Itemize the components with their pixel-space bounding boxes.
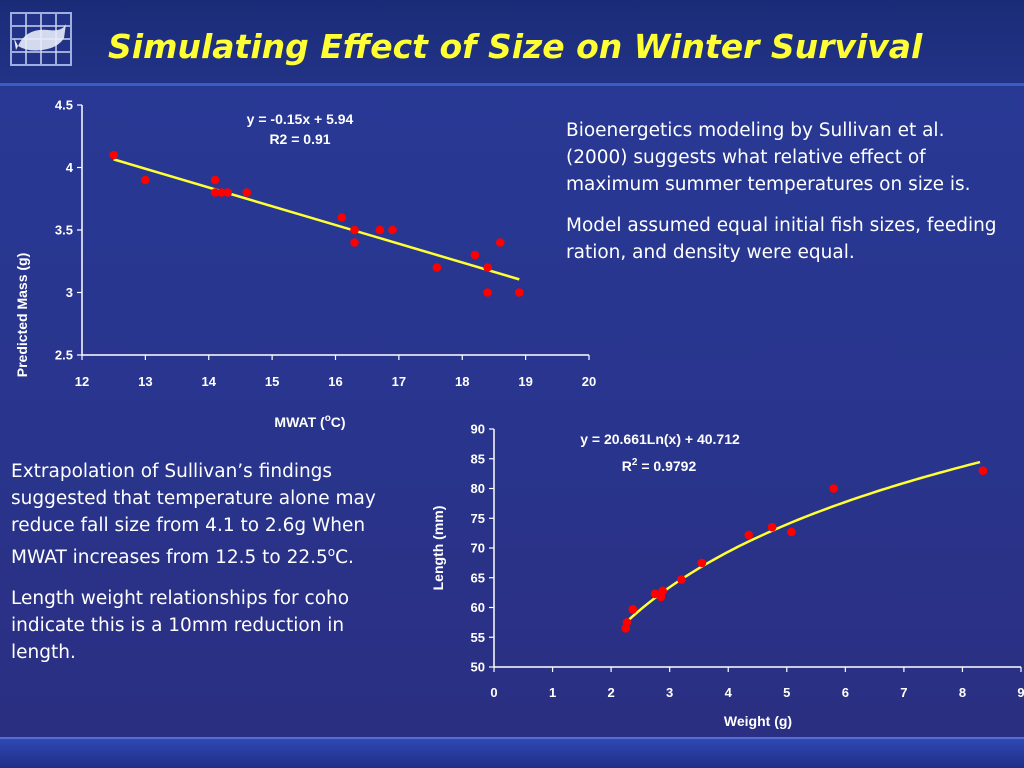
data-point <box>388 225 397 235</box>
data-point <box>141 175 150 185</box>
x-axis-label: MWAT (oC) <box>274 413 345 430</box>
y-tick-label: 75 <box>471 511 485 526</box>
data-point <box>109 150 118 160</box>
page-title: Simulating Effect of Size on Winter Surv… <box>108 27 923 66</box>
x-tick-label: 16 <box>328 374 342 389</box>
extrapolation-text: Extrapolation of Sullivan’s findings sug… <box>11 458 411 680</box>
data-point <box>677 575 686 584</box>
x-tick-label: 9 <box>1017 685 1024 700</box>
data-point <box>622 618 632 627</box>
footer-bar <box>0 737 1024 768</box>
data-point <box>658 586 667 596</box>
trendline <box>624 460 981 624</box>
x-tick-label: 3 <box>666 685 673 700</box>
x-tick-label: 19 <box>518 374 532 389</box>
x-tick-label: 15 <box>265 374 279 389</box>
y-tick-label: 85 <box>471 451 485 466</box>
trendline <box>113 158 520 281</box>
data-point <box>210 188 220 197</box>
data-point <box>483 263 492 272</box>
equation-label: y = 20.661Ln(x) + 40.712 <box>580 431 740 447</box>
x-tick-label: 13 <box>138 374 152 389</box>
extrapolation-paragraph: Extrapolation of Sullivan’s findings sug… <box>11 461 376 569</box>
data-point <box>470 250 480 260</box>
bioenergetics-text: Bioenergetics modeling by Sullivan et al… <box>566 117 1006 280</box>
x-tick-label: 1 <box>549 685 556 700</box>
equation-label: y = -0.15x + 5.94 <box>247 111 354 127</box>
x-tick-label: 18 <box>455 374 469 389</box>
data-point <box>350 225 359 235</box>
data-point <box>242 188 252 197</box>
y-tick-label: 65 <box>471 570 485 585</box>
y-tick-label: 90 <box>471 422 485 437</box>
y-tick-label: 3.5 <box>55 223 73 238</box>
y-axis-label: Length (mm) <box>430 506 446 591</box>
model-assumption-paragraph: Model assumed equal initial fish sizes, … <box>566 215 997 263</box>
x-tick-label: 17 <box>392 374 406 389</box>
y-tick-label: 4.5 <box>55 98 73 113</box>
r2-label: R2 = 0.9792 <box>622 457 697 474</box>
x-tick-label: 7 <box>900 685 907 700</box>
x-tick-label: 2 <box>607 685 614 700</box>
x-axis-label: Weight (g) <box>724 713 792 729</box>
data-point <box>350 238 359 247</box>
data-point <box>495 238 505 247</box>
y-axis-label: Predicted Mass (g) <box>14 253 30 377</box>
x-tick-label: 0 <box>490 685 497 700</box>
data-point <box>432 263 442 272</box>
data-point <box>483 288 492 297</box>
data-point <box>337 213 347 222</box>
y-tick-label: 55 <box>471 630 485 645</box>
data-point <box>767 522 777 532</box>
data-point <box>210 175 220 185</box>
fish-grid-logo-icon <box>10 12 72 66</box>
y-tick-label: 4 <box>66 160 74 175</box>
data-point <box>697 558 707 568</box>
data-point <box>223 188 233 197</box>
x-tick-label: 5 <box>783 685 790 700</box>
x-tick-label: 4 <box>725 685 733 700</box>
y-tick-label: 50 <box>471 660 485 675</box>
x-tick-label: 8 <box>959 685 966 700</box>
data-point <box>217 188 226 197</box>
mass-scatter-chart: 2.5 3 3.5 4 4.5 12 13 14 15 16 17 18 19 20 y = -0.15x… <box>14 98 596 431</box>
x-tick-label: 20 <box>582 374 596 389</box>
data-point <box>744 530 754 540</box>
data-point <box>787 527 796 537</box>
data-point <box>628 604 638 614</box>
bioenergetics-paragraph: Bioenergetics modeling by Sullivan et al… <box>566 120 971 195</box>
x-tick-label: 14 <box>202 374 217 389</box>
length-weight-paragraph: Length weight relationships for coho ind… <box>11 588 350 664</box>
data-point <box>978 466 988 475</box>
data-point <box>375 225 385 235</box>
y-tick-label: 70 <box>471 541 485 556</box>
y-tick-label: 60 <box>471 600 485 615</box>
r2-label: R2 = 0.91 <box>269 131 330 147</box>
x-tick-label: 6 <box>842 685 849 700</box>
y-tick-label: 3 <box>66 285 73 300</box>
x-tick-label: 12 <box>75 374 89 389</box>
data-point <box>829 484 838 493</box>
y-tick-label: 80 <box>471 481 485 496</box>
data-point <box>514 288 524 297</box>
y-tick-label: 2.5 <box>55 348 73 363</box>
length-scatter-chart: 50 55 60 65 70 75 80 85 90 0 1 2 3 4 5 6 7 8 9 y = 20.661L… <box>430 422 1024 730</box>
header-bar: Simulating Effect of Size on Winter Surv… <box>0 0 1024 86</box>
